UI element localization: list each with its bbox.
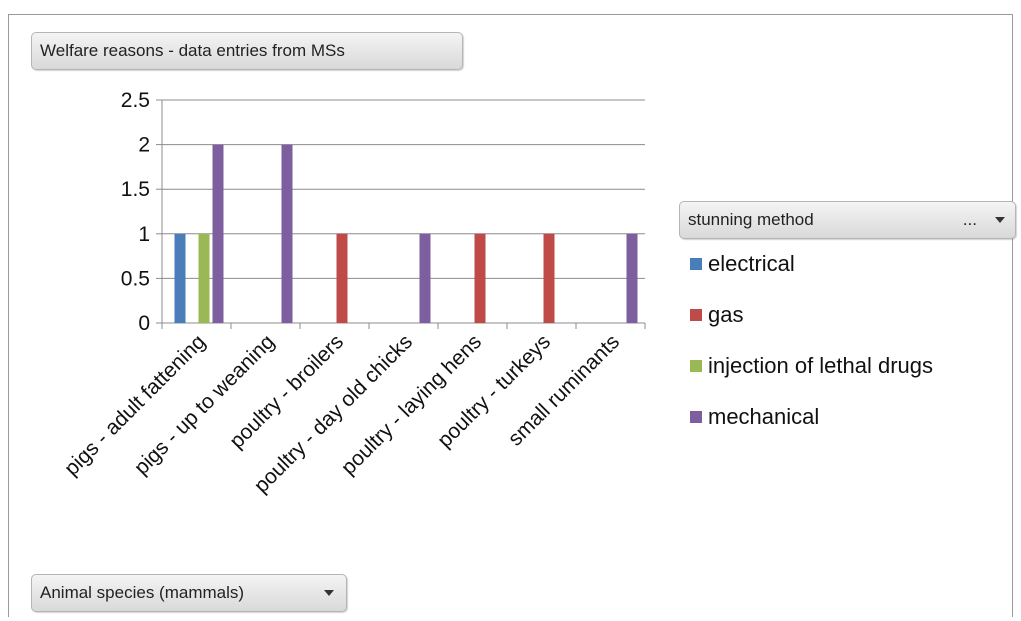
bar-mechanical [419, 233, 431, 323]
legend-label: injection of lethal drugs [708, 353, 934, 378]
legend-swatch [690, 360, 702, 372]
legend-swatch [690, 309, 702, 321]
bar-injection-of-lethal-drugs [198, 233, 210, 323]
legend-field-label: stunning method [688, 210, 814, 229]
legend-label: mechanical [708, 404, 820, 429]
data-field-label: Welfare reasons - data entries from MSs [40, 41, 345, 60]
y-tick-label: 1.5 [121, 178, 150, 201]
legend-swatch [690, 258, 702, 270]
bar-electrical [174, 233, 186, 323]
axis-field-button[interactable]: Animal species (mammals) [31, 574, 347, 612]
dropdown-arrow-icon[interactable] [324, 590, 334, 596]
bar-gas [543, 233, 555, 323]
bar-gas [336, 233, 348, 323]
bar-mechanical [626, 233, 638, 323]
y-tick-label: 2 [138, 134, 150, 157]
dropdown-arrow-icon[interactable] [995, 217, 1005, 223]
data-field-button[interactable]: Welfare reasons - data entries from MSs [31, 32, 463, 70]
bar-mechanical [281, 144, 293, 323]
legend-label: gas [708, 302, 744, 327]
y-tick-label: 1 [138, 223, 150, 246]
bar-mechanical [212, 144, 224, 323]
bar-gas [474, 233, 486, 323]
axis-field-label: Animal species (mammals) [40, 583, 245, 602]
y-tick-label: 0 [138, 312, 150, 335]
legend-field-button[interactable]: stunning method ... [679, 201, 1016, 239]
legend-label: electrical [708, 251, 795, 276]
filter-indicator: ... [962, 210, 977, 229]
legend-swatch [690, 411, 702, 423]
y-tick-label: 2.5 [121, 89, 150, 112]
y-tick-label: 0.5 [121, 267, 150, 290]
